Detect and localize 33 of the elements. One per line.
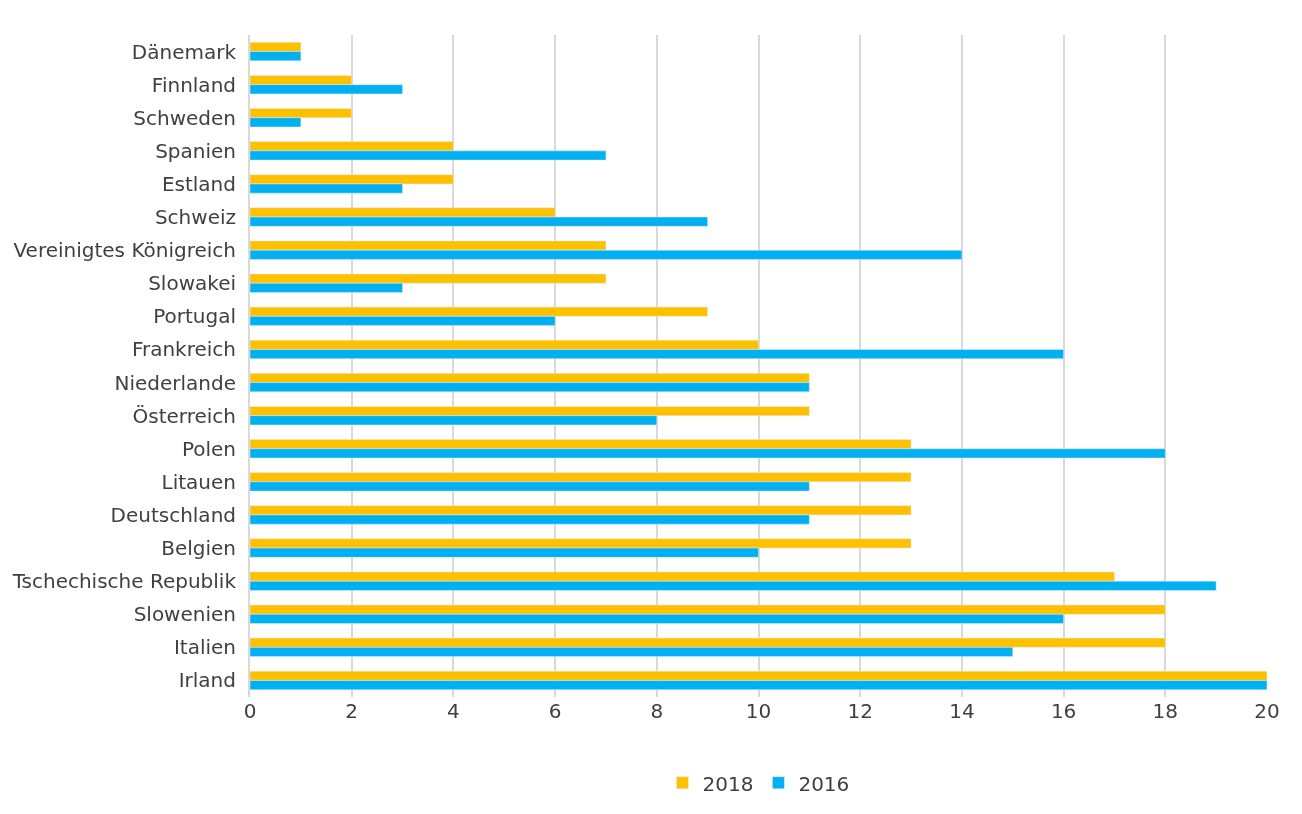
y-tick-label: Italien — [173, 635, 236, 660]
y-tick-label: Belgien — [161, 536, 236, 561]
x-tick-label: 0 — [243, 699, 257, 723]
y-tick-label: Niederlande — [114, 370, 236, 395]
x-tick-label: 16 — [1050, 699, 1077, 723]
x-tick-label: 18 — [1152, 699, 1179, 723]
y-tick-label: Irland — [178, 668, 236, 693]
x-tick-label: 20 — [1254, 699, 1280, 723]
y-tick-label: Schweden — [133, 105, 236, 130]
y-tick-label: Österreich — [132, 403, 236, 428]
y-tick-label: Polen — [181, 436, 236, 461]
y-tick-label: Tschechische Republik — [11, 569, 237, 594]
y-tick-label: Dänemark — [131, 39, 237, 64]
y-tick-label: Vereinigtes Königreich — [13, 238, 236, 263]
y-tick-label: Deutschland — [110, 502, 236, 527]
y-tick-label: Slowenien — [133, 602, 236, 627]
y-tick-label: Estland — [161, 171, 236, 196]
x-tick-label: 12 — [847, 699, 873, 723]
y-tick-label: Frankreich — [131, 337, 236, 362]
y-tick-label: Litauen — [161, 469, 236, 494]
x-tick-label: 8 — [650, 699, 664, 723]
x-tick-label: 14 — [949, 699, 975, 723]
legend-label: 2016 — [798, 771, 850, 796]
y-tick-label: Slowakei — [148, 271, 236, 296]
y-tick-label: Portugal — [153, 304, 236, 329]
y-tick-label: Schweiz — [154, 205, 236, 230]
x-tick-label: 10 — [745, 699, 772, 723]
y-tick-label: Spanien — [155, 138, 236, 163]
legend-label: 2018 — [702, 771, 754, 796]
x-tick-label: 4 — [447, 699, 460, 723]
y-tick-label: Finnland — [151, 72, 236, 97]
x-tick-label: 2 — [345, 699, 359, 723]
x-tick-label: 6 — [548, 699, 562, 723]
